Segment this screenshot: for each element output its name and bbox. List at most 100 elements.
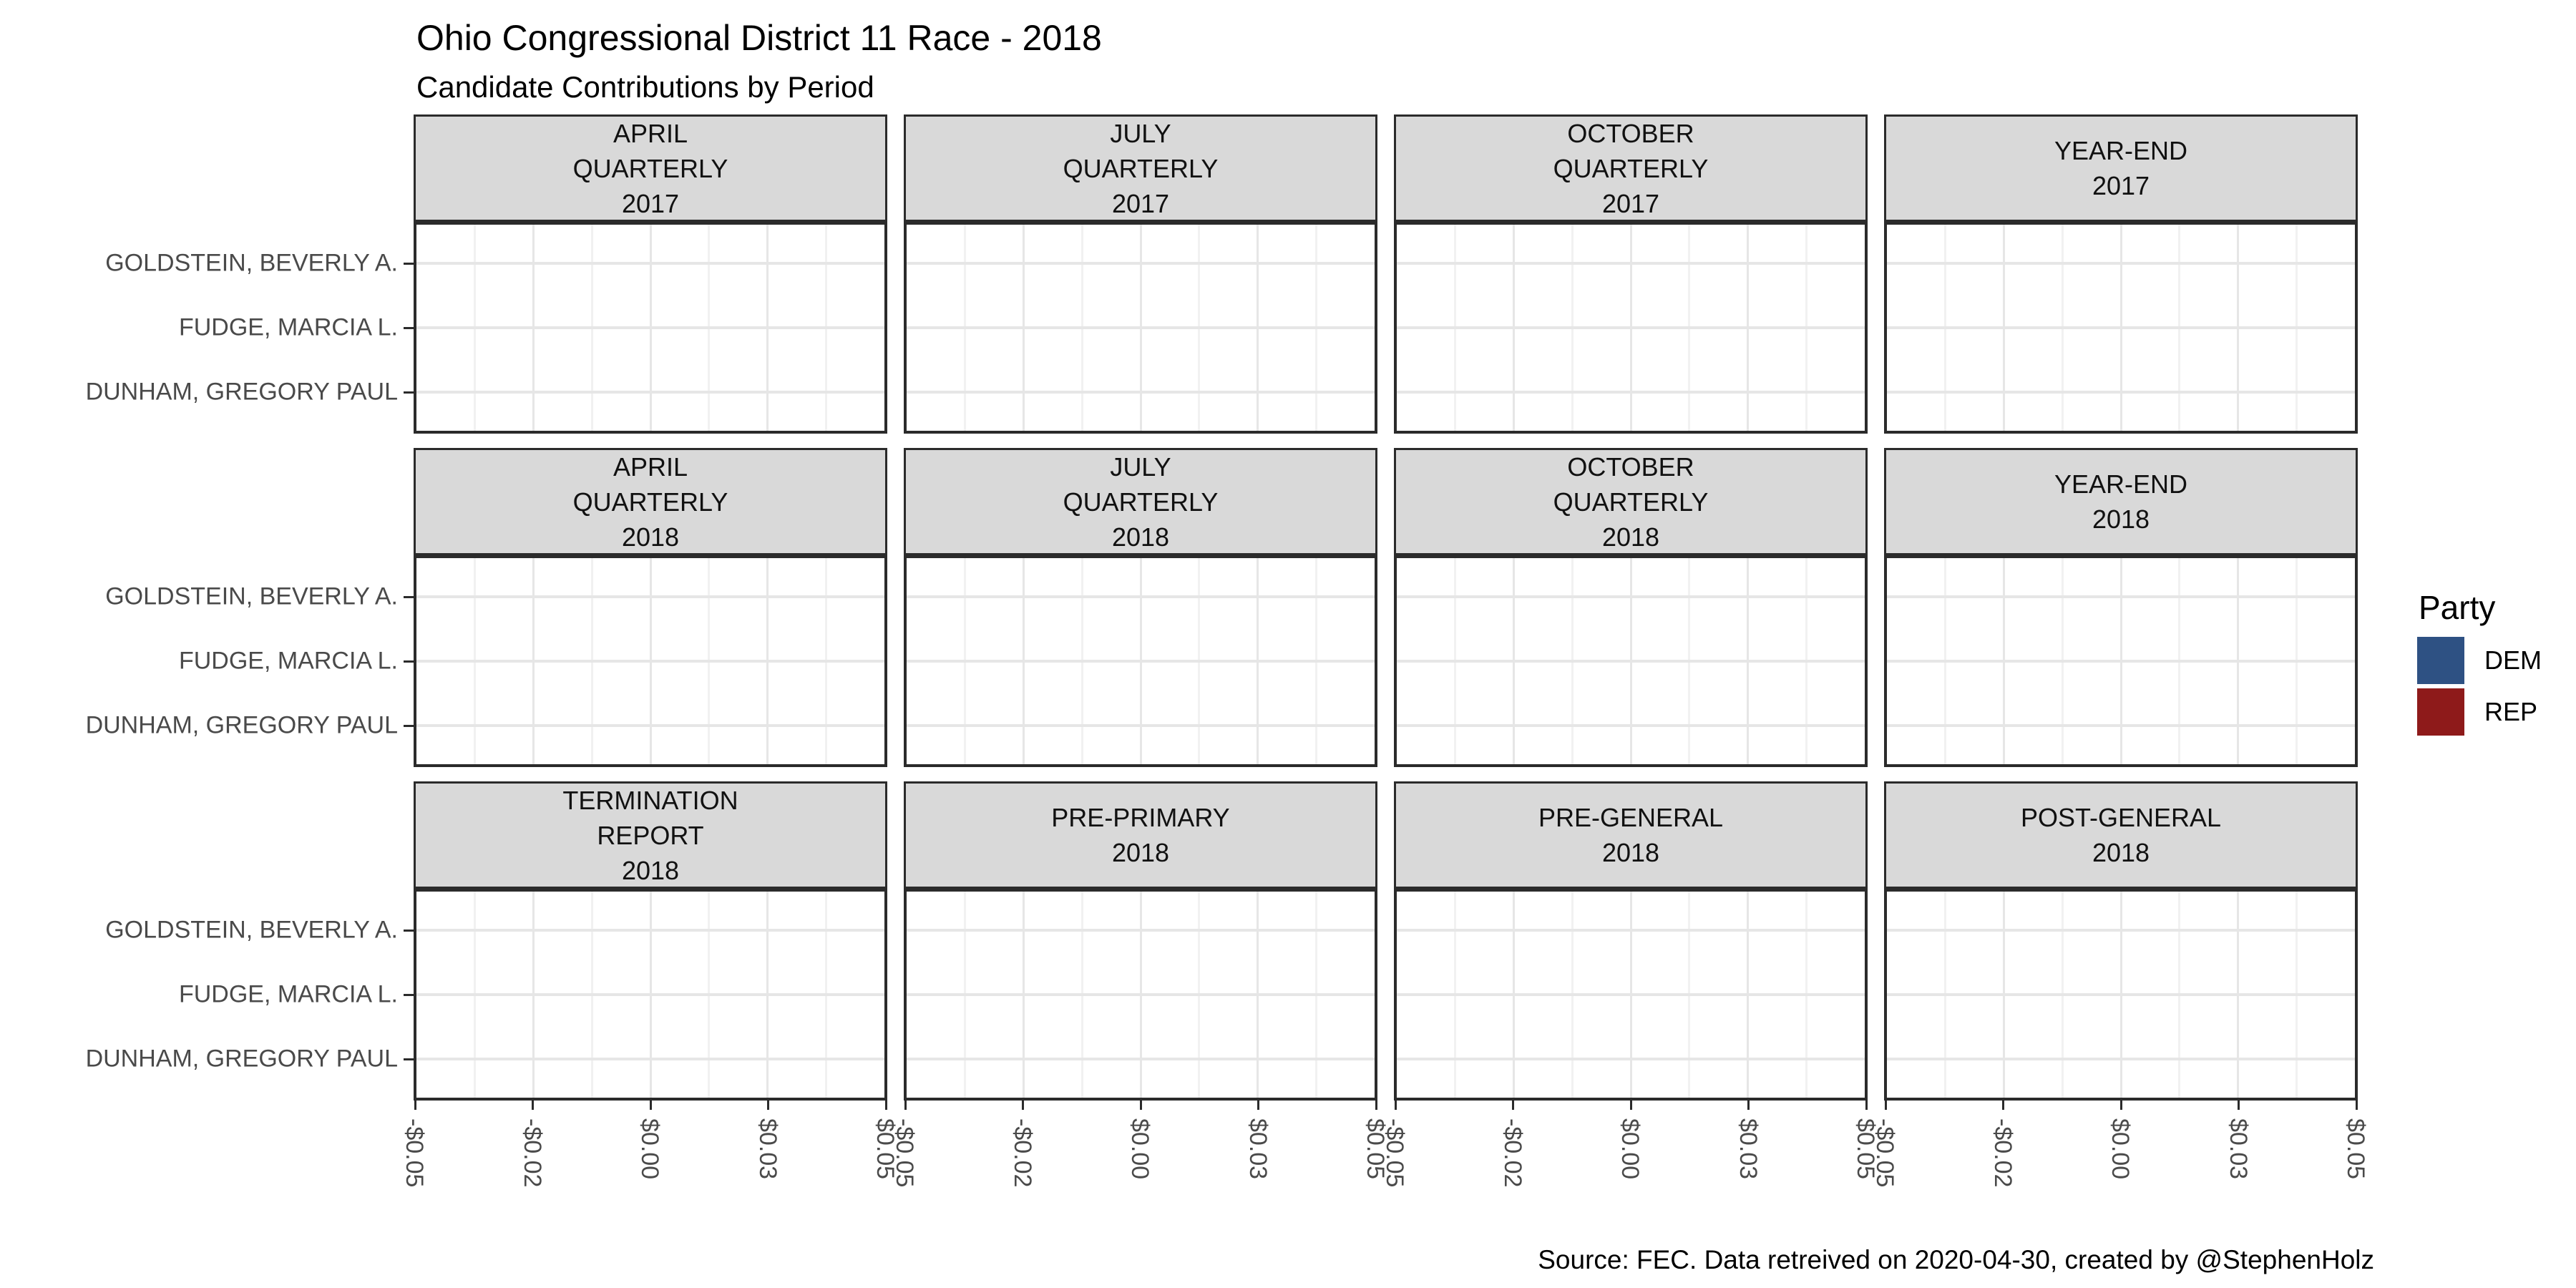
facet-strip-line: JULY xyxy=(1110,118,1171,148)
facet-strip-line: PRE-GENERAL xyxy=(1538,803,1724,832)
facet-strip-line: QUARTERLY xyxy=(572,153,728,183)
gridline-horizontal-major xyxy=(907,929,1375,932)
gridline-horizontal-major xyxy=(907,595,1375,598)
facet-strip: JULY QUARTERLY 2017 xyxy=(904,114,1377,222)
x-axis-label: $0.00 xyxy=(2107,1118,2134,1180)
gridline-horizontal-major xyxy=(416,993,884,996)
facet-strip-line: 2018 xyxy=(1601,838,1660,867)
gridline-horizontal-major xyxy=(1887,1058,2355,1060)
y-axis-tick xyxy=(404,262,414,265)
legend-label-rep: REP xyxy=(2484,697,2538,726)
facet-strip-line: TERMINATION xyxy=(562,785,738,815)
facet-strip-line: QUARTERLY xyxy=(1553,153,1709,183)
x-axis-label: -$0.05 xyxy=(1871,1118,1898,1188)
gridline-horizontal-major xyxy=(907,1058,1375,1060)
facet-strip-line: APRIL xyxy=(613,118,688,148)
gridline-horizontal-major xyxy=(1887,262,2355,265)
x-axis-tick xyxy=(1139,1101,1142,1110)
panel-gridlines xyxy=(907,892,1375,1098)
facet-strip: POST-GENERAL 2018 xyxy=(1884,781,2358,889)
facet-strip: APRIL QUARTERLY 2017 xyxy=(414,114,887,222)
x-axis-tick xyxy=(1884,1101,1887,1110)
gridline-horizontal-major xyxy=(1397,993,1865,996)
gridline-horizontal-major xyxy=(1887,326,2355,329)
x-axis-label: $0.00 xyxy=(1126,1118,1153,1180)
x-axis-tick xyxy=(1394,1101,1397,1110)
facet-strip: YEAR-END 2018 xyxy=(1884,448,2358,555)
gridline-horizontal-major xyxy=(907,262,1375,265)
chart-caption: Source: FEC. Data retreived on 2020-04-3… xyxy=(1538,1245,2374,1274)
facet-strip-line: PRE-PRIMARY xyxy=(1051,803,1230,832)
panel-gridlines xyxy=(1887,892,2355,1098)
legend-label-dem: DEM xyxy=(2484,645,2542,675)
gridline-horizontal-major xyxy=(416,724,884,727)
facet-strip: TERMINATION REPORT 2018 xyxy=(414,781,887,889)
facet-strip-line: YEAR-END xyxy=(2054,469,2188,499)
legend-title: Party xyxy=(2419,589,2496,626)
facet-panel xyxy=(1884,555,2358,767)
x-axis-label: -$0.05 xyxy=(891,1118,918,1188)
facet-strip-line: 2018 xyxy=(2092,838,2150,867)
x-axis-tick xyxy=(2119,1101,2122,1110)
gridline-horizontal-major xyxy=(1887,660,2355,663)
chart-title: Ohio Congressional District 11 Race - 20… xyxy=(416,18,1102,58)
facet-panel xyxy=(904,889,1377,1101)
gridline-horizontal-major xyxy=(1397,262,1865,265)
gridline-horizontal-major xyxy=(416,262,884,265)
facet-strip-line: YEAR-END xyxy=(2054,136,2188,165)
x-axis-tick xyxy=(1512,1101,1514,1110)
gridline-horizontal-major xyxy=(1887,724,2355,727)
gridline-horizontal-major xyxy=(907,326,1375,329)
facet-panel xyxy=(1884,889,2358,1101)
x-axis-tick xyxy=(2002,1101,2004,1110)
y-axis-tick xyxy=(404,929,414,932)
x-axis-label: -$0.02 xyxy=(1989,1118,2016,1188)
gridline-horizontal-major xyxy=(907,724,1375,727)
x-axis-label: -$0.02 xyxy=(1008,1118,1036,1188)
facet-strip: YEAR-END 2017 xyxy=(1884,114,2358,222)
chart-subtitle: Candidate Contributions by Period xyxy=(416,70,874,104)
gridline-horizontal-major xyxy=(416,1058,884,1060)
y-axis-label: GOLDSTEIN, BEVERLY A. xyxy=(105,582,398,610)
facet-panel xyxy=(1394,222,1868,434)
x-axis-label: -$0.02 xyxy=(1498,1118,1526,1188)
x-axis-label: -$0.05 xyxy=(1381,1118,1408,1188)
x-axis-label: $0.05 xyxy=(2342,1118,2369,1180)
panel-gridlines xyxy=(1397,892,1865,1098)
x-axis-label: -$0.02 xyxy=(518,1118,546,1188)
facet-panel xyxy=(1884,222,2358,434)
x-axis-tick xyxy=(2238,1101,2240,1110)
facet-panel xyxy=(1394,555,1868,767)
y-axis-label: FUDGE, MARCIA L. xyxy=(178,980,398,1008)
facet-panel xyxy=(414,222,887,434)
x-axis-tick xyxy=(1257,1101,1259,1110)
x-axis-tick xyxy=(414,1101,416,1110)
gridline-horizontal-major xyxy=(416,391,884,394)
y-axis-tick xyxy=(404,724,414,727)
facet-strip-line: POST-GENERAL xyxy=(2020,803,2222,832)
facet-strip: PRE-PRIMARY 2018 xyxy=(904,781,1377,889)
facet-strip: PRE-GENERAL 2018 xyxy=(1394,781,1868,889)
y-axis-label: DUNHAM, GREGORY PAUL xyxy=(85,711,398,739)
gridline-horizontal-major xyxy=(1887,929,2355,932)
facet-strip: OCTOBER QUARTERLY 2017 xyxy=(1394,114,1868,222)
facet-strip-line: 2017 xyxy=(621,188,680,218)
y-axis-tick xyxy=(404,660,414,663)
x-axis-tick xyxy=(2355,1101,2358,1110)
gridline-horizontal-major xyxy=(1397,595,1865,598)
gridline-horizontal-major xyxy=(416,326,884,329)
x-axis-label: $0.03 xyxy=(2224,1118,2252,1180)
facet-strip-line: 2018 xyxy=(2092,504,2150,534)
gridline-horizontal-major xyxy=(1397,1058,1865,1060)
facet-panel xyxy=(904,555,1377,767)
facet-strip-line: REPORT xyxy=(597,820,704,850)
facet-strip-line: JULY xyxy=(1110,452,1171,482)
facet-strip-line: QUARTERLY xyxy=(1063,487,1219,517)
y-axis-tick xyxy=(404,391,414,394)
facet-strip-line: APRIL xyxy=(613,452,688,482)
y-axis-label: GOLDSTEIN, BEVERLY A. xyxy=(105,249,398,277)
facet-strip: JULY QUARTERLY 2018 xyxy=(904,448,1377,555)
gridline-horizontal-major xyxy=(907,993,1375,996)
facet-panel xyxy=(414,555,887,767)
x-axis-tick xyxy=(649,1101,652,1110)
